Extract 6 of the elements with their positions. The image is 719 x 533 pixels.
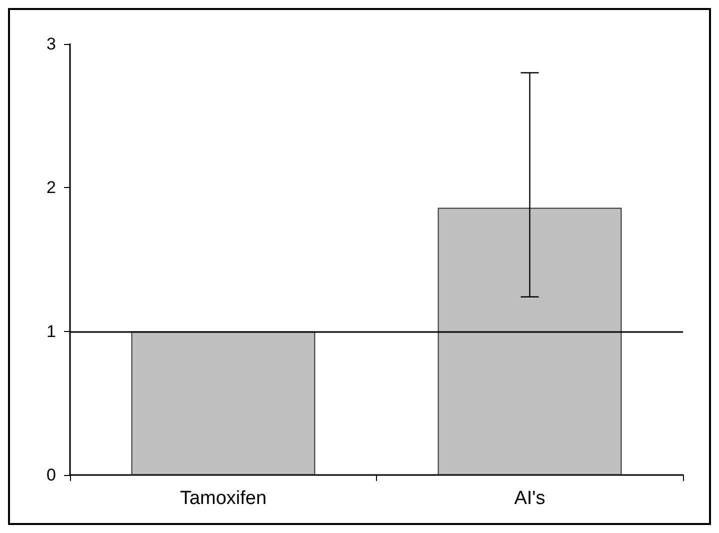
x-tick-label: AI's (514, 488, 546, 509)
y-tick-label: 2 (46, 178, 56, 198)
y-tick-label: 3 (46, 34, 56, 54)
y-tick-label: 0 (46, 466, 56, 484)
x-tick-label: Tamoxifen (180, 488, 267, 509)
y-tick-label: 1 (46, 322, 56, 341)
